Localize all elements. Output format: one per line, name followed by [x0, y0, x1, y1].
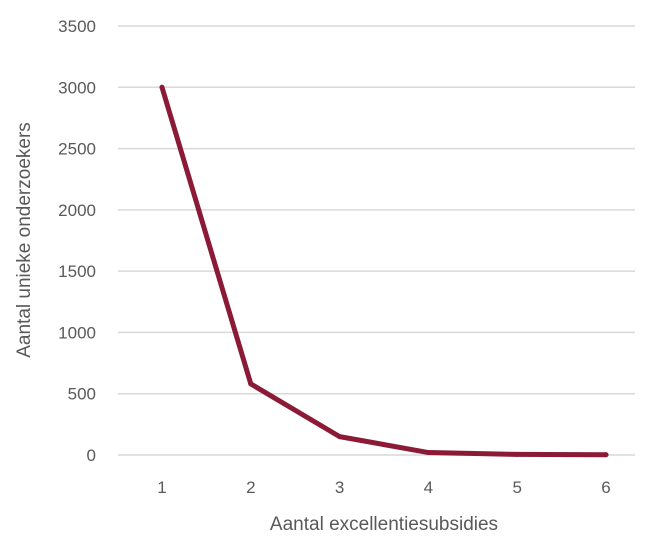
y-tick-label: 1000	[58, 323, 96, 342]
gridlines	[118, 25, 635, 456]
x-tick-label: 6	[601, 478, 610, 497]
y-tick-label: 500	[68, 385, 96, 404]
series-group	[159, 84, 609, 458]
x-tick-label: 2	[246, 478, 255, 497]
x-axis-title: Aantal excellentiesubsidies	[270, 514, 498, 535]
y-axis-title: Aantal unieke onderzoekers	[14, 122, 35, 358]
y-tick-label: 1500	[58, 262, 96, 281]
series-line	[159, 84, 609, 458]
y-tick-label: 3000	[58, 78, 96, 97]
y-axis-tick-labels: 0 500 1000 1500 2000 2500 3000 3500	[58, 17, 96, 465]
x-tick-label: 1	[157, 478, 166, 497]
data-point	[159, 84, 165, 90]
x-tick-label: 4	[424, 478, 433, 497]
x-tick-label: 5	[512, 478, 521, 497]
data-point	[248, 381, 254, 387]
data-point	[603, 452, 609, 458]
x-axis-tick-labels: 1 2 3 4 5 6	[157, 478, 610, 497]
y-tick-label: 3500	[58, 17, 96, 36]
y-tick-label: 0	[87, 446, 96, 465]
x-tick-label: 3	[335, 478, 344, 497]
data-point	[337, 434, 343, 440]
y-tick-label: 2500	[58, 140, 96, 159]
data-point	[514, 451, 520, 457]
data-point	[425, 450, 431, 456]
y-tick-label: 2000	[58, 201, 96, 220]
